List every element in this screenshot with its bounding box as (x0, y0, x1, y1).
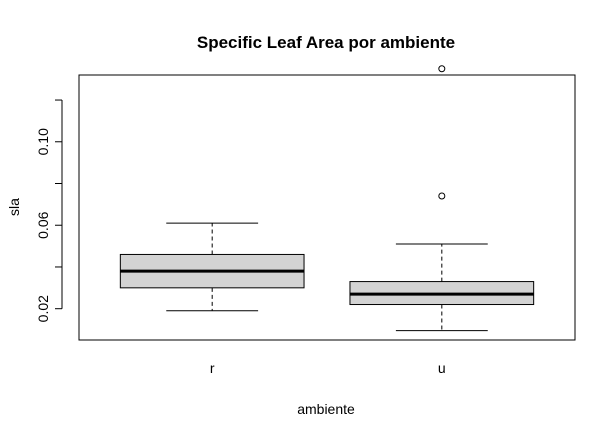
outlier-point (438, 192, 446, 200)
boxes-layer (119, 65, 535, 332)
x-axis-label: ambiente (297, 401, 355, 417)
y-tick-label: 0.02 (35, 295, 51, 322)
y-axis: 0.02 0.06 0.10 (35, 99, 63, 322)
y-tick-label: 0.06 (35, 211, 51, 238)
outlier-point (438, 65, 446, 73)
box-r (119, 222, 305, 312)
chart-title: Specific Leaf Area por ambiente (197, 33, 455, 52)
x-tick-label: r (210, 360, 215, 376)
plot-frame (78, 74, 576, 341)
x-tick-label: u (438, 360, 446, 376)
y-tick-label: 0.10 (35, 128, 51, 155)
box-u (349, 65, 535, 332)
y-axis-label: sla (6, 198, 22, 216)
